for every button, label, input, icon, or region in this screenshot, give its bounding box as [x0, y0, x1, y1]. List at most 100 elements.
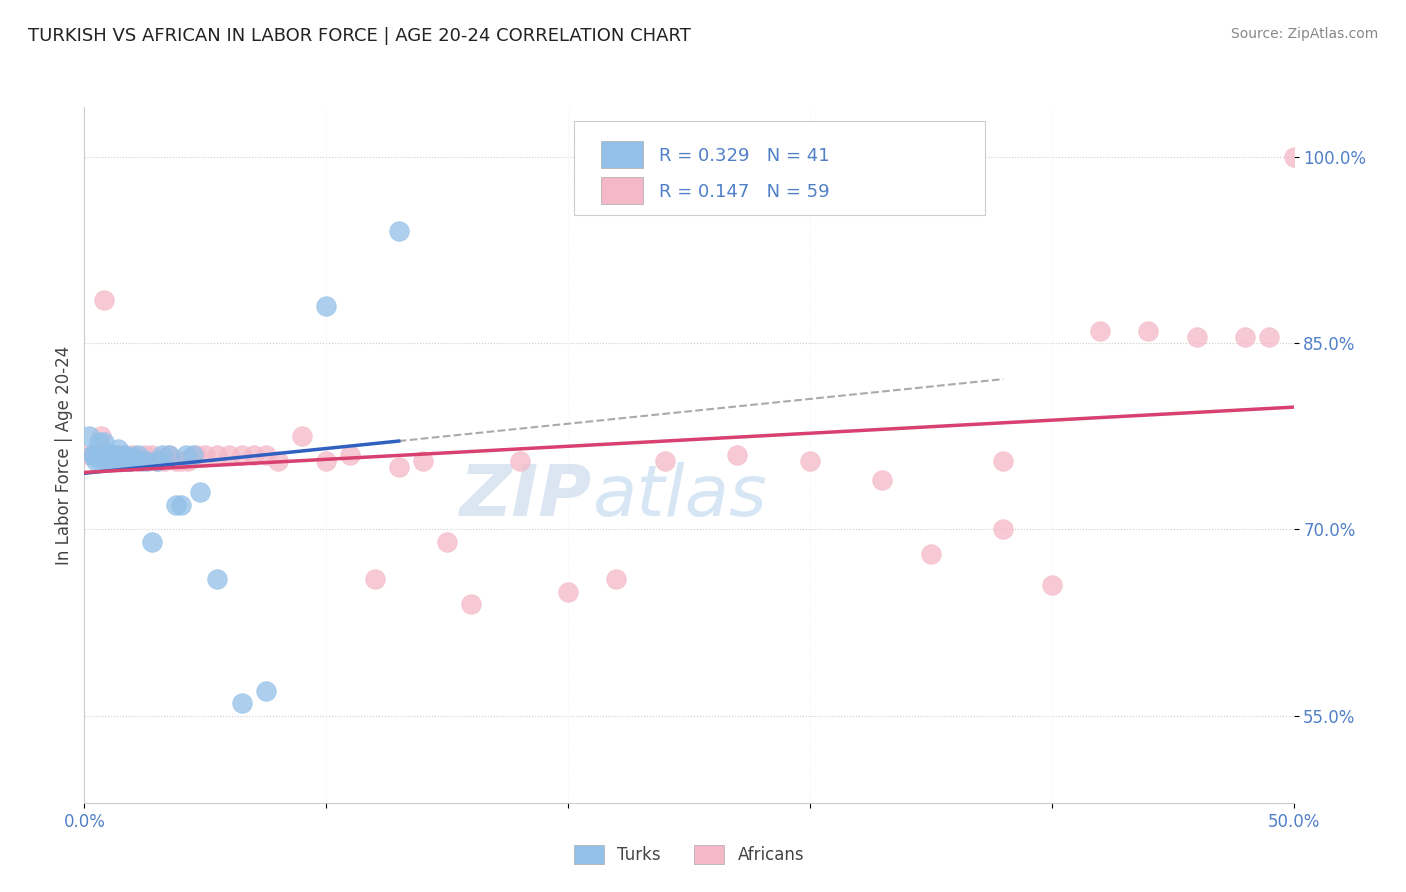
Point: [1282, 150, 1305, 164]
Point: [509, 454, 531, 468]
Legend: Turks, Africans: Turks, Africans: [567, 838, 811, 871]
Point: [291, 429, 314, 443]
Point: [112, 448, 135, 462]
Point: [94, 454, 117, 468]
Point: [872, 473, 894, 487]
Point: [107, 442, 129, 456]
Point: [80, 448, 103, 462]
Point: [170, 498, 193, 512]
Y-axis label: In Labor Force | Age 20-24: In Labor Force | Age 20-24: [55, 345, 73, 565]
Point: [254, 684, 277, 698]
Point: [90, 448, 112, 462]
Point: [97, 448, 120, 462]
Point: [146, 454, 169, 468]
Point: [165, 454, 187, 468]
Point: [605, 572, 627, 586]
Point: [83, 448, 105, 462]
Point: [127, 448, 149, 462]
Text: Source: ZipAtlas.com: Source: ZipAtlas.com: [1230, 27, 1378, 41]
Point: [165, 498, 187, 512]
Point: [157, 448, 180, 462]
Point: [134, 448, 156, 462]
Point: [1185, 330, 1208, 344]
Point: [83, 448, 105, 462]
Point: [993, 523, 1015, 537]
Point: [77, 448, 100, 462]
Point: [267, 454, 290, 468]
Text: TURKISH VS AFRICAN IN LABOR FORCE | AGE 20-24 CORRELATION CHART: TURKISH VS AFRICAN IN LABOR FORCE | AGE …: [28, 27, 690, 45]
Point: [254, 448, 277, 462]
Point: [654, 454, 676, 468]
Point: [315, 454, 337, 468]
Point: [93, 293, 115, 307]
Point: [86, 454, 108, 468]
Point: [100, 448, 122, 462]
Point: [460, 597, 482, 611]
Point: [315, 299, 337, 313]
Point: [150, 448, 173, 462]
Point: [120, 454, 142, 468]
Point: [146, 454, 169, 468]
Point: [231, 448, 253, 462]
Point: [194, 448, 217, 462]
FancyBboxPatch shape: [600, 141, 643, 169]
Point: [87, 448, 110, 462]
Point: [993, 454, 1015, 468]
Point: [114, 448, 136, 462]
Point: [112, 450, 135, 465]
Point: [117, 454, 139, 468]
Point: [177, 454, 200, 468]
Point: [77, 429, 100, 443]
Text: R = 0.329   N = 41: R = 0.329 N = 41: [658, 147, 830, 165]
Point: [1137, 324, 1160, 338]
Point: [799, 454, 821, 468]
Point: [87, 448, 110, 462]
Point: [97, 448, 120, 462]
Point: [94, 454, 117, 468]
Point: [104, 448, 127, 462]
Point: [363, 572, 385, 586]
Point: [103, 454, 125, 468]
Point: [190, 485, 212, 500]
Point: [920, 547, 942, 561]
Point: [388, 224, 411, 238]
Point: [90, 429, 112, 443]
Point: [136, 454, 159, 468]
Point: [127, 454, 149, 468]
Point: [121, 448, 143, 462]
Point: [184, 448, 207, 462]
Point: [93, 435, 115, 450]
Point: [153, 454, 176, 468]
Point: [103, 450, 125, 465]
Point: [104, 448, 127, 462]
Point: [1258, 330, 1281, 344]
Point: [107, 448, 129, 462]
Point: [339, 448, 361, 462]
Point: [170, 454, 193, 468]
Point: [231, 697, 253, 711]
Point: [412, 454, 434, 468]
Point: [121, 450, 143, 465]
Point: [1088, 324, 1111, 338]
Point: [388, 460, 411, 475]
Point: [97, 448, 120, 462]
FancyBboxPatch shape: [574, 121, 986, 215]
Point: [117, 454, 139, 468]
Text: atlas: atlas: [592, 462, 766, 531]
Point: [207, 572, 229, 586]
Point: [100, 448, 122, 462]
Point: [87, 435, 110, 450]
Point: [110, 454, 132, 468]
Point: [242, 448, 264, 462]
Text: ZIP: ZIP: [460, 462, 592, 531]
Point: [120, 454, 142, 468]
Point: [103, 454, 125, 468]
Point: [1040, 578, 1063, 592]
Point: [141, 448, 163, 462]
Point: [104, 450, 127, 465]
Point: [141, 535, 163, 549]
Point: [1234, 330, 1257, 344]
Point: [131, 454, 153, 468]
Point: [557, 584, 579, 599]
Point: [114, 448, 136, 462]
